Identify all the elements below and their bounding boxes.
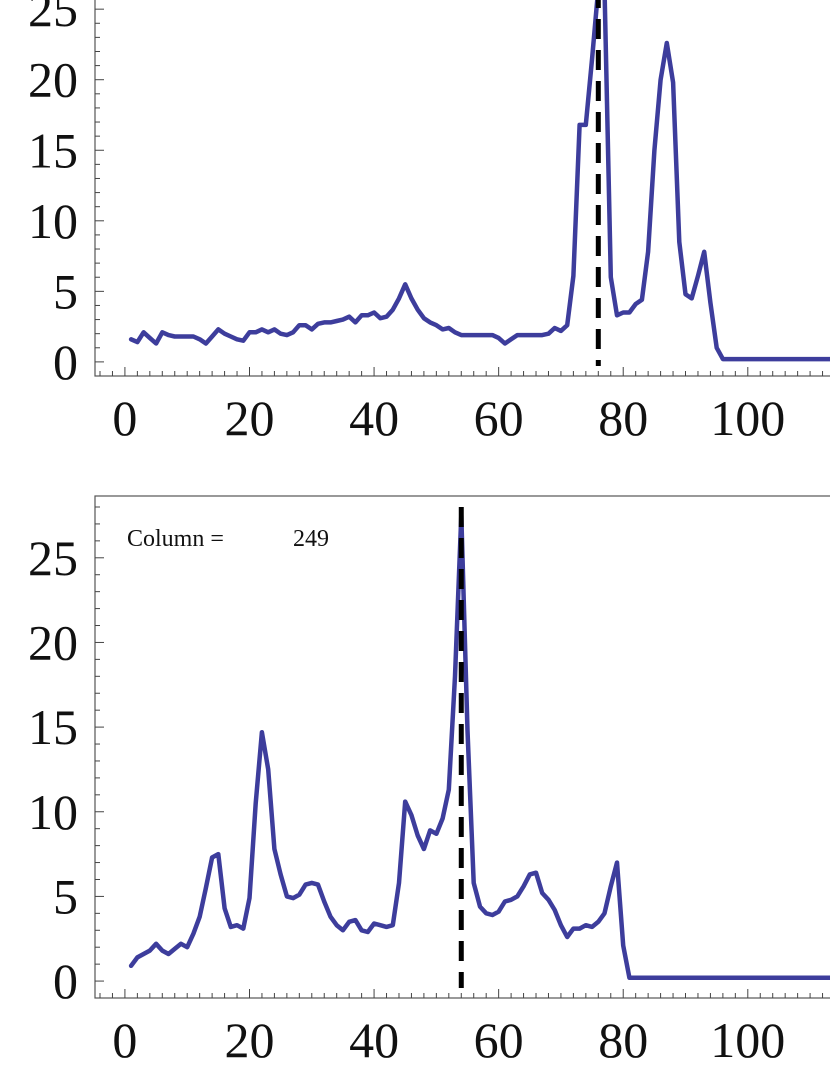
top-y-tick-label: 15 xyxy=(28,122,78,178)
top-x-tick-label: 40 xyxy=(349,390,399,446)
bottom-annotation-label: Column = xyxy=(127,526,224,552)
bottom-chart-panel: 02040608010010510152025Column =249 xyxy=(28,495,830,1068)
bottom-y-tick-label: 10 xyxy=(28,784,78,840)
top-x-tick-label: 80 xyxy=(598,390,648,446)
top-x-tick-label: 100 xyxy=(710,390,785,446)
bottom-x-tick-label: 40 xyxy=(349,1012,399,1068)
bottom-x-tick-label: 0 xyxy=(112,1012,137,1068)
bottom-y-tick-label: 20 xyxy=(28,614,78,670)
bottom-x-tick-label: 60 xyxy=(474,1012,524,1068)
top-y-tick-label: 5 xyxy=(53,263,78,319)
top-x-tick-label: 20 xyxy=(224,390,274,446)
bottom-y-tick-label: 25 xyxy=(28,530,78,586)
bottom-x-tick-label: 20 xyxy=(224,1012,274,1068)
top-x-tick-label: 60 xyxy=(474,390,524,446)
bottom-series-line xyxy=(128,513,830,980)
top-chart-panel: 02040608010010510152025 xyxy=(28,0,830,446)
top-y-tick-label: 25 xyxy=(28,0,78,37)
bottom-chart-frame xyxy=(94,495,830,999)
bottom-annotation-value: 249 xyxy=(293,526,329,552)
bottom-y-tick-label: 5 xyxy=(53,868,78,924)
bottom-y-tick-label: 0 xyxy=(53,953,78,1009)
top-y-tick-label: 0 xyxy=(53,334,78,390)
top-x-tick-label: 0 xyxy=(112,390,137,446)
top-y-tick-label: 20 xyxy=(28,52,78,108)
bottom-x-tick-label: 100 xyxy=(710,1012,785,1068)
top-y-tick-label: 10 xyxy=(28,193,78,249)
bottom-x-tick-label: 80 xyxy=(598,1012,648,1068)
top-chart-frame xyxy=(94,0,830,377)
bottom-y-tick-label: 15 xyxy=(28,699,78,755)
top-series-line xyxy=(128,0,830,362)
